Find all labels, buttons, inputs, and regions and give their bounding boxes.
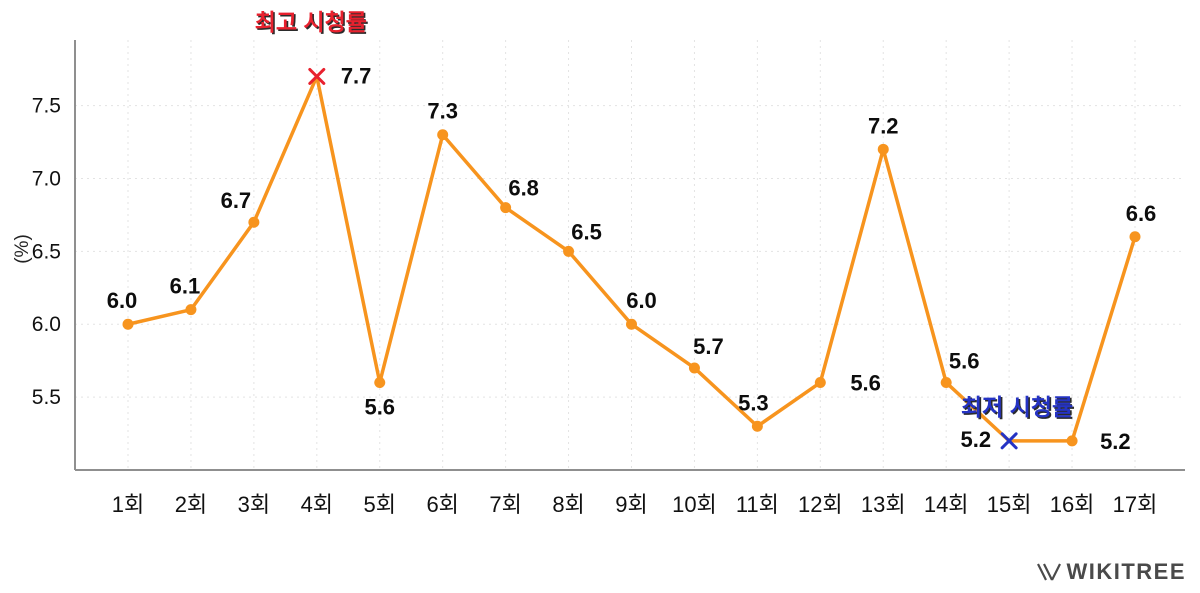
x-category-label: 7회 [489, 492, 521, 517]
data-point [940, 377, 952, 389]
data-point [185, 304, 197, 316]
data-point [437, 129, 449, 141]
data-point [500, 202, 512, 214]
data-point [374, 377, 386, 389]
x-category-label: 1회 [112, 492, 144, 517]
wikitree-logo: WIKITREE [1035, 559, 1186, 585]
data-point [122, 318, 134, 330]
x-category-label: 11회 [736, 492, 779, 517]
max-marker [308, 67, 326, 85]
data-label: 5.6 [850, 371, 881, 396]
max-annotation-shadow: 최고 시청률 [256, 11, 368, 37]
data-label: 5.2 [961, 427, 992, 452]
data-label: 6.0 [107, 288, 138, 313]
wikitree-logo-mark [1037, 563, 1062, 581]
data-label: 5.6 [364, 395, 395, 420]
data-label: 7.2 [868, 113, 899, 138]
x-category-label: 16회 [1050, 492, 1095, 517]
x-category-label: 17회 [1113, 492, 1158, 517]
data-label: 6.0 [626, 288, 657, 313]
max-annotation: 최고 시청률 [255, 9, 367, 35]
x-category-label: 12회 [798, 492, 843, 517]
x-category-label: 5회 [364, 492, 396, 517]
x-category-label: 2회 [175, 492, 207, 517]
x-category-label: 9회 [615, 492, 647, 517]
data-label: 6.6 [1126, 201, 1157, 226]
data-point [626, 318, 637, 330]
data-point [1066, 435, 1078, 447]
data-label: 5.7 [693, 334, 724, 359]
data-label: 7.7 [341, 63, 372, 88]
data-label: 6.8 [508, 176, 539, 201]
x-category-label: 3회 [238, 492, 270, 517]
min-annotation-shadow: 최저 시청률 [963, 395, 1075, 421]
x-category-label: 8회 [552, 492, 584, 517]
data-label: 6.1 [170, 274, 201, 299]
data-label: 5.3 [738, 390, 769, 415]
data-point [1129, 231, 1141, 243]
data-label: 5.6 [949, 349, 980, 374]
x-category-label: 15회 [987, 492, 1032, 517]
data-label: 6.5 [571, 219, 602, 244]
y-tick-label: 5.5 [32, 386, 61, 409]
data-point [563, 245, 575, 257]
brand-text: WIKITREE [1066, 559, 1186, 584]
data-point [751, 420, 763, 432]
x-category-label: 4회 [301, 492, 333, 517]
min-marker [1000, 432, 1018, 450]
x-category-label: 6회 [426, 492, 458, 517]
y-tick-label: 6.0 [32, 313, 61, 336]
y-axis-title: (%) [12, 234, 33, 264]
min-annotation: 최저 시청률 [961, 394, 1073, 420]
y-tick-label: 6.5 [32, 240, 61, 263]
data-point [814, 377, 826, 389]
data-point [688, 362, 700, 374]
data-label: 7.3 [427, 99, 458, 124]
x-category-label: 14회 [924, 492, 969, 517]
y-tick-label: 7.5 [32, 95, 61, 118]
x-category-label: 10회 [672, 492, 717, 517]
y-tick-label: 7.0 [32, 167, 61, 190]
data-point [248, 216, 260, 228]
data-point [877, 143, 889, 155]
x-category-label: 13회 [861, 492, 906, 517]
data-label: 6.7 [221, 188, 252, 213]
data-label: 5.2 [1100, 429, 1131, 454]
